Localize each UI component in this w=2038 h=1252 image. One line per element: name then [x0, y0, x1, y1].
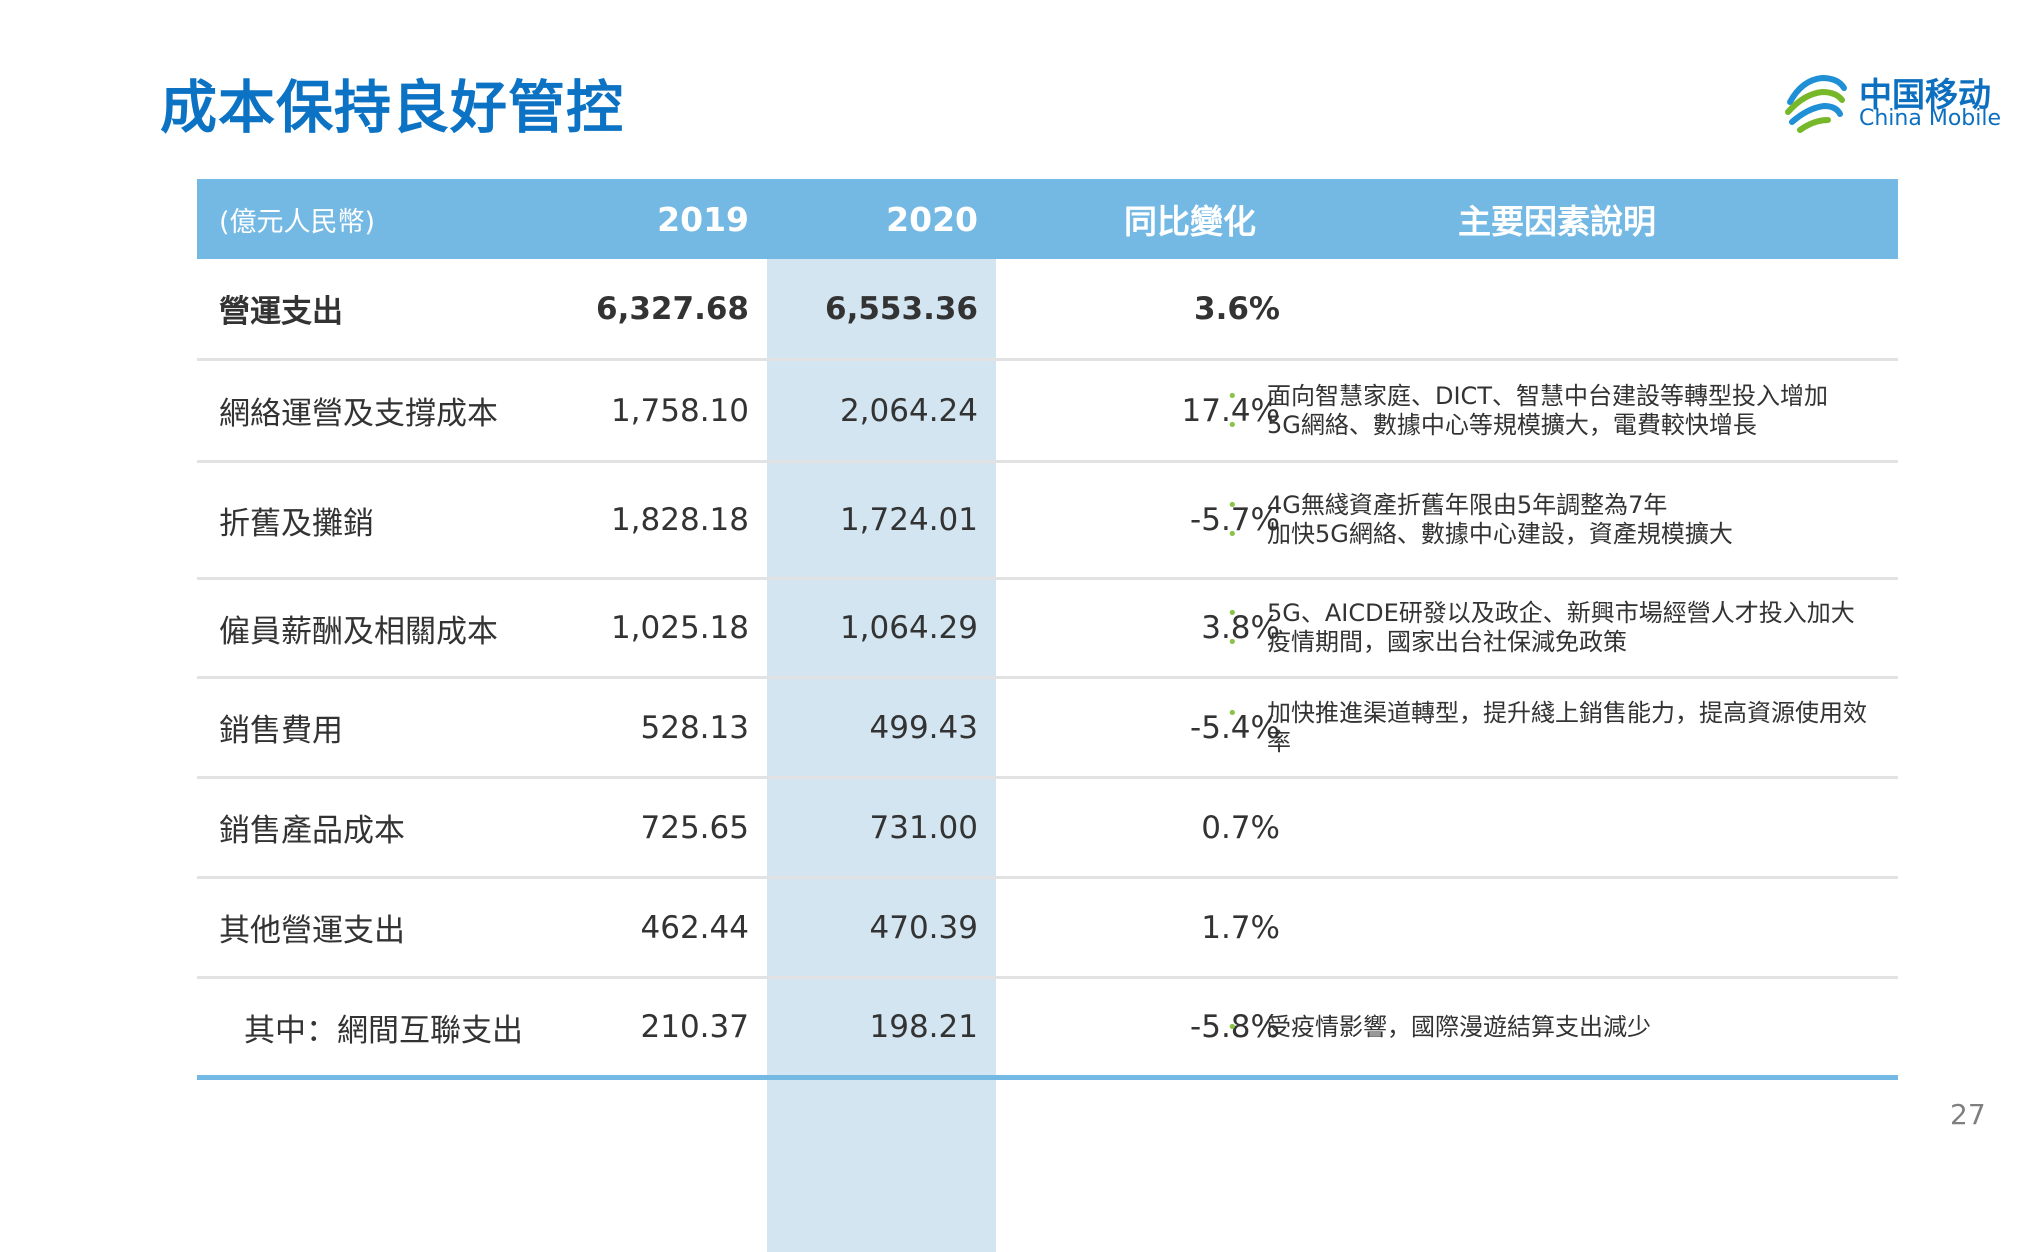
yoy-text: -5.8% — [1190, 1009, 1280, 1045]
value-2020: 198.21 — [869, 1009, 978, 1045]
note-item: • 加快5G網絡、數據中心建設，資產規模擴大 — [1227, 520, 1733, 549]
value-2019: 528.13 — [640, 709, 749, 746]
yoy-text: -5.4% — [1190, 709, 1280, 746]
value-2019: 1,828.18 — [610, 502, 749, 538]
value-2019: 725.65 — [640, 809, 749, 846]
note-item: • 疫情期間，國家出台社保減免政策 — [1227, 628, 1627, 657]
bullet-icon: • — [1227, 632, 1238, 653]
bullet-icon: • — [1227, 495, 1238, 516]
bullet-icon: • — [1227, 385, 1238, 407]
row-notes: • 5G、AICDE研發以及政企、新興市場經營人才投入加大 • 疫情期間，國家出台社保… — [1227, 580, 1887, 676]
value-2019: 6,327.68 — [596, 290, 749, 327]
row-notes: • 面向智慧家庭、DICT、智慧中台建設等轉型投入增加 • 5G網絡、數據中心等規模擴… — [1227, 361, 1887, 460]
table-row: 折舊及攤銷 1,828.18 1,724.01 -5.7% • 4G無綫資產折舊年限由5年… — [197, 463, 1898, 580]
value-2020: 1,724.01 — [839, 502, 978, 538]
row-label: 其他營運支出 — [219, 913, 405, 949]
note-item: • 5G、AICDE研發以及政企、新興市場經營人才投入加大 — [1227, 599, 1855, 628]
header-notes: 主要因素說明 — [1458, 202, 1656, 241]
value-2019: 462.44 — [640, 909, 749, 946]
table-row: 其中：網間互聯支出 210.37 198.21 -5.8% • 受疫情影響，國際漫遊結算支… — [197, 979, 1898, 1080]
table-row: 銷售費用 528.13 499.43 -5.4% • 加快推進渠道轉型，提升綫上銷售能力，… — [197, 679, 1898, 779]
note-text: 4G無綫資產折舊年限由5年調整為7年 — [1267, 491, 1668, 519]
value-yoy: -5.4% — [996, 679, 1384, 776]
note-item: • 加快推進渠道轉型，提升綫上銷售能力，提高資源使用效率 — [1227, 699, 1877, 757]
bullet-icon: • — [1227, 603, 1238, 624]
note-item: • 4G無綫資產折舊年限由5年調整為7年 — [1227, 491, 1667, 520]
yoy-text: 1.7% — [1201, 909, 1280, 946]
row-label: 營運支出 — [219, 294, 343, 330]
logo-cn-text: 中国移动 — [1859, 75, 1991, 114]
row-notes: • 加快推進渠道轉型，提升綫上銷售能力，提高資源使用效率 — [1227, 679, 1887, 776]
value-2020: 1,064.29 — [839, 610, 978, 646]
row-notes — [1227, 879, 1887, 976]
page-title: 成本保持良好管控 — [160, 75, 624, 141]
yoy-text: 0.7% — [1201, 809, 1280, 846]
yoy-text: -5.7% — [1190, 502, 1280, 538]
header-yoy: 同比變化 — [1124, 202, 1256, 241]
row-label: 銷售產品成本 — [219, 813, 405, 849]
value-yoy: -5.8% — [996, 979, 1384, 1075]
bullet-icon: • — [1227, 524, 1238, 545]
value-2020: 6,553.36 — [825, 290, 978, 327]
row-notes: • 受疫情影響，國際漫遊結算支出減少 — [1227, 979, 1887, 1075]
note-text: 疫情期間，國家出台社保減免政策 — [1267, 628, 1627, 656]
yoy-text: 17.4% — [1181, 392, 1280, 429]
note-text: 5G網絡、數據中心等規模擴大，電費較快增長 — [1267, 410, 1757, 439]
value-2020: 2,064.24 — [839, 392, 978, 429]
header-2020: 2020 — [886, 199, 978, 239]
table-row: 僱員薪酬及相關成本 1,025.18 1,064.29 3.8% • 5G、AICDE研發… — [197, 580, 1898, 679]
value-yoy: 17.4% — [996, 361, 1384, 460]
highlight-column-2020 — [767, 259, 996, 1252]
row-notes — [1227, 779, 1887, 876]
row-notes: • 4G無綫資產折舊年限由5年調整為7年 • 加快5G網絡、數據中心建設，資產規模擴大 — [1227, 463, 1887, 577]
value-2020: 470.39 — [869, 909, 978, 946]
row-label: 銷售費用 — [219, 713, 343, 749]
bullet-icon: • — [1227, 414, 1238, 436]
value-yoy: 1.7% — [996, 879, 1384, 976]
china-mobile-logo: 中国移动 China Mobile — [1782, 66, 2002, 138]
bullet-icon: • — [1227, 1016, 1238, 1038]
note-text: 加快推進渠道轉型，提升綫上銷售能力，提高資源使用效率 — [1267, 698, 1867, 756]
value-2019: 1,758.10 — [610, 392, 749, 429]
header-2019: 2019 — [657, 199, 749, 239]
value-yoy: -5.7% — [996, 463, 1384, 577]
row-label: 網絡運營及支撐成本 — [219, 396, 498, 432]
page-number: 27 — [1950, 1098, 1986, 1131]
bullet-icon: • — [1227, 702, 1238, 724]
note-item: • 面向智慧家庭、DICT、智慧中台建設等轉型投入增加 — [1227, 382, 1828, 411]
logo-en-text: China Mobile — [1859, 106, 2002, 131]
header-unit: (億元人民幣) — [219, 206, 376, 238]
note-text: 面向智慧家庭、DICT、智慧中台建設等轉型投入增加 — [1267, 381, 1828, 410]
value-2019: 1,025.18 — [610, 610, 749, 646]
value-2019: 210.37 — [640, 1009, 749, 1045]
yoy-text: 3.6% — [1194, 290, 1280, 327]
table-row: 其他營運支出 462.44 470.39 1.7% — [197, 879, 1898, 979]
value-yoy: 0.7% — [996, 779, 1384, 876]
table-header: (億元人民幣) 2019 2020 同比變化 主要因素說明 — [197, 179, 1898, 259]
note-item: • 5G網絡、數據中心等規模擴大，電費較快增長 — [1227, 411, 1757, 440]
note-item: • 受疫情影響，國際漫遊結算支出減少 — [1227, 1013, 1651, 1042]
note-text: 加快5G網絡、數據中心建設，資產規模擴大 — [1267, 520, 1733, 548]
value-2020: 731.00 — [869, 809, 978, 846]
row-label: 其中：網間互聯支出 — [244, 1012, 523, 1049]
table-row: 網絡運營及支撐成本 1,758.10 2,064.24 17.4% • 面向智慧家庭、DI… — [197, 361, 1898, 463]
row-label: 折舊及攤銷 — [219, 505, 374, 542]
note-text: 5G、AICDE研發以及政企、新興市場經營人才投入加大 — [1267, 599, 1855, 627]
yoy-text: 3.8% — [1201, 610, 1280, 646]
table-row: 營運支出 6,327.68 6,553.36 3.6% — [197, 259, 1898, 361]
value-yoy: 3.6% — [996, 259, 1384, 358]
china-mobile-logo-icon — [1785, 74, 1847, 133]
row-label: 僱員薪酬及相關成本 — [219, 613, 498, 650]
table-row: 銷售產品成本 725.65 731.00 0.7% — [197, 779, 1898, 879]
value-2020: 499.43 — [869, 709, 978, 746]
note-text: 受疫情影響，國際漫遊結算支出減少 — [1267, 1012, 1651, 1041]
row-notes — [1227, 259, 1887, 358]
value-yoy: 3.8% — [996, 580, 1384, 676]
